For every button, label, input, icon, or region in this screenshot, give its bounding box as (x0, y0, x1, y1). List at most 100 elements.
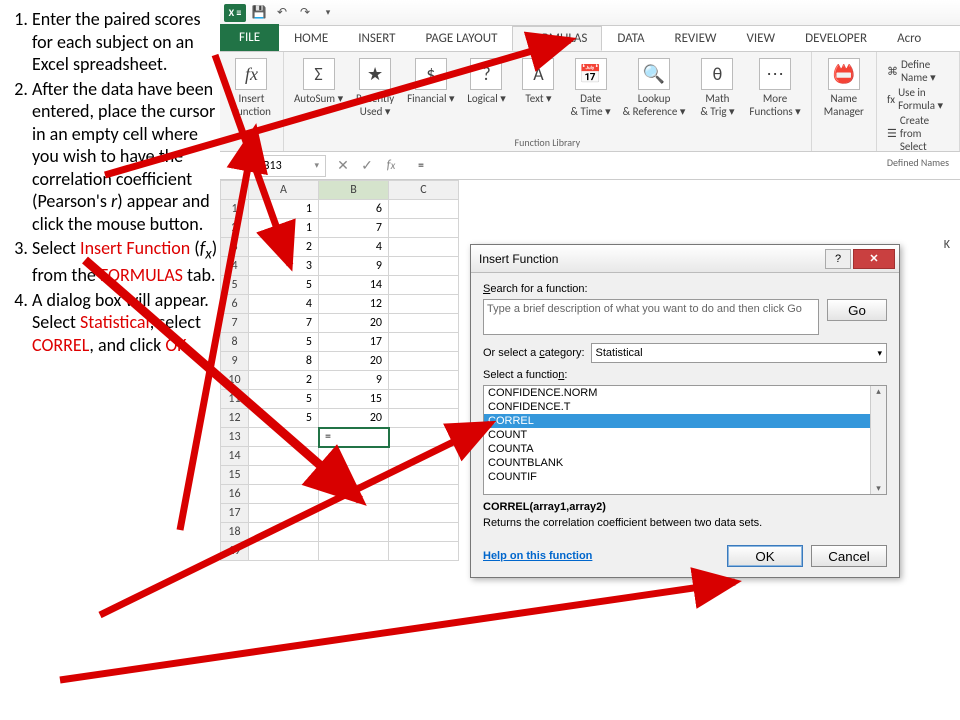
cell-C5[interactable] (389, 276, 459, 295)
cell-C10[interactable] (389, 371, 459, 390)
ribbon-btn-logical[interactable]: ?Logical ▾ (462, 56, 510, 135)
help-link[interactable]: Help on this function (483, 550, 592, 562)
cell-B15[interactable] (319, 466, 389, 485)
cell-A3[interactable]: 2 (249, 238, 319, 257)
row-header-7[interactable]: 7 (221, 314, 249, 333)
qat-dropdown-icon[interactable]: ▾ (318, 4, 338, 22)
ribbon-tab-developer[interactable]: DEVELOPER (790, 26, 882, 51)
ribbon-tab-file[interactable]: FILE (220, 24, 279, 51)
function-list-item[interactable]: COUNTBLANK (484, 456, 870, 470)
fx-bar-icon[interactable]: fx (380, 156, 402, 176)
row-header-16[interactable]: 16 (221, 485, 249, 504)
cell-B9[interactable]: 20 (319, 352, 389, 371)
cell-C6[interactable] (389, 295, 459, 314)
function-list[interactable]: CONFIDENCE.NORMCONFIDENCE.TCORRELCOUNTCO… (483, 385, 887, 495)
cell-C12[interactable] (389, 409, 459, 428)
row-header-19[interactable]: 19 (221, 542, 249, 561)
cell-C1[interactable] (389, 200, 459, 219)
cell-B6[interactable]: 12 (319, 295, 389, 314)
ribbon-tab-review[interactable]: REVIEW (660, 26, 732, 51)
cell-B8[interactable]: 17 (319, 333, 389, 352)
ribbon-btn-recently-used[interactable]: ★RecentlyUsed ▾ (351, 56, 399, 135)
cell-A6[interactable]: 4 (249, 295, 319, 314)
ribbon-tab-data[interactable]: DATA (602, 26, 659, 51)
name-manager-button[interactable]: 📛 Name Manager (818, 56, 870, 120)
row-header-10[interactable]: 10 (221, 371, 249, 390)
row-header-14[interactable]: 14 (221, 447, 249, 466)
cell-A12[interactable]: 5 (249, 409, 319, 428)
function-list-item[interactable]: COUNT (484, 428, 870, 442)
column-header-C[interactable]: C (389, 181, 459, 200)
cell-C7[interactable] (389, 314, 459, 333)
ribbon-btn-text[interactable]: AText ▾ (514, 56, 562, 135)
cell-B4[interactable]: 9 (319, 257, 389, 276)
ribbon-btn-autosum[interactable]: ΣAutoSum ▾ (290, 56, 347, 135)
cell-C11[interactable] (389, 390, 459, 409)
cancel-entry-icon[interactable]: ✕ (332, 156, 354, 176)
enter-entry-icon[interactable]: ✓ (356, 156, 378, 176)
name-box[interactable]: B13▾ (256, 155, 326, 177)
function-list-item[interactable]: CORREL (484, 414, 870, 428)
row-header-2[interactable]: 2 (221, 219, 249, 238)
cell-C16[interactable] (389, 485, 459, 504)
cell-A15[interactable] (249, 466, 319, 485)
cell-C4[interactable] (389, 257, 459, 276)
cell-A16[interactable] (249, 485, 319, 504)
ribbon-tab-home[interactable]: HOME (279, 26, 343, 51)
ribbon-tab-page-layout[interactable]: PAGE LAYOUT (411, 26, 513, 51)
formula-input[interactable]: = (414, 159, 424, 173)
defined-names-item[interactable]: ⌘Define Name ▾ (887, 58, 949, 84)
cell-B17[interactable] (319, 504, 389, 523)
cell-B3[interactable]: 4 (319, 238, 389, 257)
row-header-4[interactable]: 4 (221, 257, 249, 276)
defined-names-item[interactable]: fxUse in Formula ▾ (887, 86, 949, 112)
select-all-corner[interactable] (221, 181, 249, 200)
ok-button[interactable]: OK (727, 545, 803, 567)
dialog-help-icon[interactable]: ? (825, 249, 851, 269)
row-header-6[interactable]: 6 (221, 295, 249, 314)
cell-B5[interactable]: 14 (319, 276, 389, 295)
row-header-17[interactable]: 17 (221, 504, 249, 523)
ribbon-tab-acro[interactable]: Acro (882, 26, 936, 51)
row-header-11[interactable]: 11 (221, 390, 249, 409)
cell-C15[interactable] (389, 466, 459, 485)
cell-A14[interactable] (249, 447, 319, 466)
cell-A2[interactable]: 1 (249, 219, 319, 238)
column-header-B[interactable]: B (319, 181, 389, 200)
cell-C13[interactable] (389, 428, 459, 447)
cell-B2[interactable]: 7 (319, 219, 389, 238)
category-select[interactable]: Statistical▾ (591, 343, 888, 363)
cell-A19[interactable] (249, 542, 319, 561)
cell-A4[interactable]: 3 (249, 257, 319, 276)
cell-C17[interactable] (389, 504, 459, 523)
function-list-item[interactable]: COUNTIF (484, 470, 870, 484)
cell-A8[interactable]: 5 (249, 333, 319, 352)
cell-B7[interactable]: 20 (319, 314, 389, 333)
ribbon-tab-formulas[interactable]: FORMULAS (512, 26, 602, 51)
function-list-item[interactable]: CONFIDENCE.NORM (484, 386, 870, 400)
cell-A9[interactable]: 8 (249, 352, 319, 371)
cell-B12[interactable]: 20 (319, 409, 389, 428)
defined-names-item[interactable]: ☰Create from Select (887, 114, 949, 153)
save-icon[interactable]: 💾 (249, 4, 269, 22)
cell-C19[interactable] (389, 542, 459, 561)
row-header-9[interactable]: 9 (221, 352, 249, 371)
row-header-13[interactable]: 13 (221, 428, 249, 447)
cell-A10[interactable]: 2 (249, 371, 319, 390)
cell-C18[interactable] (389, 523, 459, 542)
undo-icon[interactable]: ↶ (272, 4, 292, 22)
cell-A1[interactable]: 1 (249, 200, 319, 219)
insert-function-button[interactable]: fx Insert Function (226, 56, 277, 120)
ribbon-btn-more-functions[interactable]: ⋯MoreFunctions ▾ (745, 56, 804, 135)
row-header-18[interactable]: 18 (221, 523, 249, 542)
cell-B1[interactable]: 6 (319, 200, 389, 219)
ribbon-tab-insert[interactable]: INSERT (343, 26, 410, 51)
row-header-8[interactable]: 8 (221, 333, 249, 352)
row-header-5[interactable]: 5 (221, 276, 249, 295)
cell-B16[interactable] (319, 485, 389, 504)
ribbon-btn-date-time[interactable]: 📅Date& Time ▾ (566, 56, 614, 135)
ribbon-btn-financial[interactable]: $Financial ▾ (403, 56, 458, 135)
row-header-3[interactable]: 3 (221, 238, 249, 257)
cell-A13[interactable] (249, 428, 319, 447)
cell-C2[interactable] (389, 219, 459, 238)
